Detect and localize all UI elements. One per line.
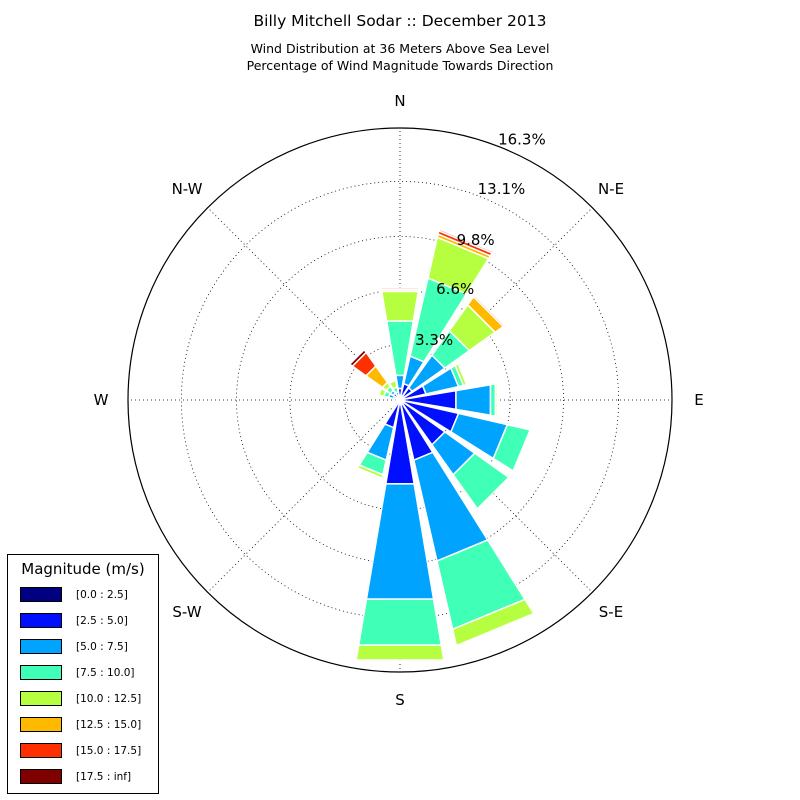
direction-label: N-E — [598, 180, 624, 198]
direction-label: S-E — [599, 603, 623, 621]
angular-grid-line — [399, 207, 593, 401]
legend-swatch — [20, 743, 62, 758]
legend-swatch — [20, 639, 62, 654]
legend-label: [2.5 : 5.0] — [76, 615, 128, 627]
legend-item-bin-3: [5.0 : 7.5] — [20, 639, 160, 655]
direction-label: E — [694, 391, 703, 409]
direction-label: N — [394, 92, 405, 110]
legend-label: [7.5 : 10.0] — [76, 667, 135, 679]
legend-title: Magnitude (m/s) — [21, 560, 145, 578]
wind-bar-segment — [437, 228, 495, 254]
wind-bar-segment — [451, 598, 535, 647]
wind-bar-segment — [348, 348, 368, 368]
legend-swatch — [20, 769, 62, 784]
legend-label: [0.0 : 2.5] — [76, 589, 128, 601]
legend-label: [12.5 : 15.0] — [76, 719, 142, 731]
legend-swatch — [20, 613, 62, 628]
radial-tick-label: 9.8% — [457, 231, 495, 249]
legend-label: [5.0 : 7.5] — [76, 641, 128, 653]
direction-label: N-W — [172, 180, 203, 198]
legend-item-bin-1: [0.0 : 2.5] — [20, 587, 160, 603]
wind-bar-segment — [380, 290, 420, 322]
direction-label: S-W — [172, 603, 201, 621]
wind-bar-segment — [494, 382, 498, 418]
chart-subtitle-line-2: Percentage of Wind Magnitude Towards Dir… — [246, 58, 554, 73]
legend-item-bin-4: [7.5 : 10.0] — [20, 665, 160, 681]
angular-grid-line — [207, 207, 401, 401]
angular-grid-line — [207, 399, 401, 593]
legend-swatch — [20, 587, 62, 602]
legend: Magnitude (m/s) [0.0 : 2.5] [2.5 : 5.0] … — [7, 554, 159, 794]
legend-swatch — [20, 665, 62, 680]
legend-item-bin-8: [17.5 : inf] — [20, 769, 160, 785]
wind-bar-segment — [357, 598, 443, 646]
radial-tick-label: 13.1% — [478, 180, 526, 198]
wind-bar-segment — [454, 362, 468, 387]
radial-tick-label: 6.6% — [436, 280, 474, 298]
chart-title: Billy Mitchell Sodar :: December 2013 — [253, 12, 547, 30]
wind-bar-segment — [392, 402, 398, 408]
legend-swatch — [20, 691, 62, 706]
direction-label: S — [395, 691, 405, 709]
wind-bar-segment — [452, 452, 510, 510]
radial-tick-label: 3.3% — [415, 331, 453, 349]
direction-label: W — [94, 391, 109, 409]
angular-grid-line — [399, 399, 593, 593]
legend-swatch — [20, 717, 62, 732]
radial-grid-ring — [180, 180, 620, 620]
polar-frame-circle — [127, 127, 673, 673]
wind-bar-segment — [355, 644, 445, 661]
wind-bar-segment — [380, 287, 420, 291]
legend-label: [15.0 : 17.5] — [76, 745, 142, 757]
legend-item-bin-5: [10.0 : 12.5] — [20, 691, 160, 707]
wind-bar-segment — [472, 294, 506, 328]
legend-item-bin-6: [12.5 : 15.0] — [20, 717, 160, 733]
wind-bar-segment — [377, 387, 387, 398]
wind-bar-segment — [492, 423, 532, 472]
legend-label: [10.0 : 12.5] — [76, 693, 142, 705]
wind-bar-segment — [356, 464, 384, 480]
radial-tick-label: 16.3% — [498, 131, 546, 149]
wind-bar-segment — [388, 379, 398, 390]
legend-item-bin-7: [15.0 : 17.5] — [20, 743, 160, 759]
chart-subtitle-line-1: Wind Distribution at 36 Meters Above Sea… — [250, 41, 550, 56]
legend-item-bin-2: [2.5 : 5.0] — [20, 613, 160, 629]
legend-label: [17.5 : inf] — [76, 771, 132, 783]
wind-bar-segment — [455, 383, 492, 417]
